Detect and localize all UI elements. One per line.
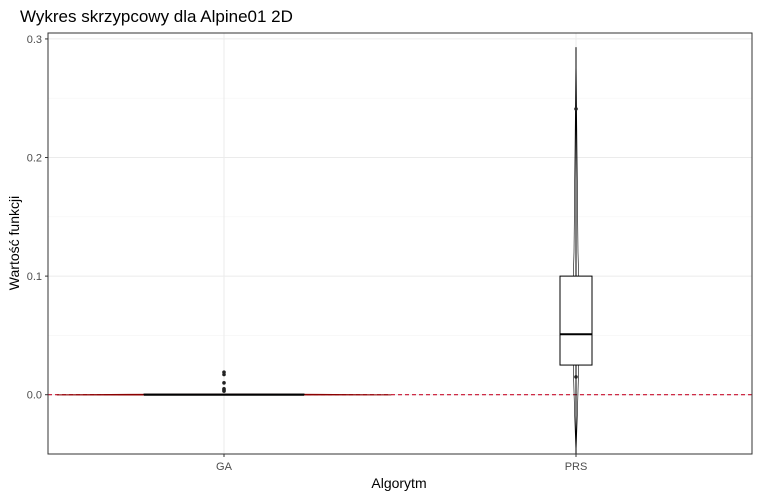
y-tick-label-0: 0.0: [27, 390, 42, 402]
x-tick-label-1: PRS: [565, 461, 588, 473]
chart-title: Wykres skrzypcowy dla Alpine01 2D: [20, 7, 293, 26]
box-prs: [559, 275, 593, 366]
y-tick-label-1: 0.1: [27, 271, 42, 283]
outlier-prs-0: [574, 375, 578, 379]
plot-area: 0.0 0.1 0.2 0.3 GA PRS: [27, 32, 753, 473]
outlier-ga-5: [222, 370, 226, 374]
y-axis-title: Wartość funkcji: [6, 196, 22, 290]
outlier-ga-2: [222, 386, 226, 391]
x-axis-title: Algorytm: [371, 475, 426, 491]
y-tick-label-2: 0.2: [27, 153, 42, 165]
outlier-prs-1: [574, 107, 578, 111]
x-tick-label-0: GA: [216, 461, 233, 473]
panel-border: [47, 32, 753, 455]
outlier-ga-3: [222, 381, 226, 385]
y-tick-label-3: 0.3: [27, 34, 42, 46]
